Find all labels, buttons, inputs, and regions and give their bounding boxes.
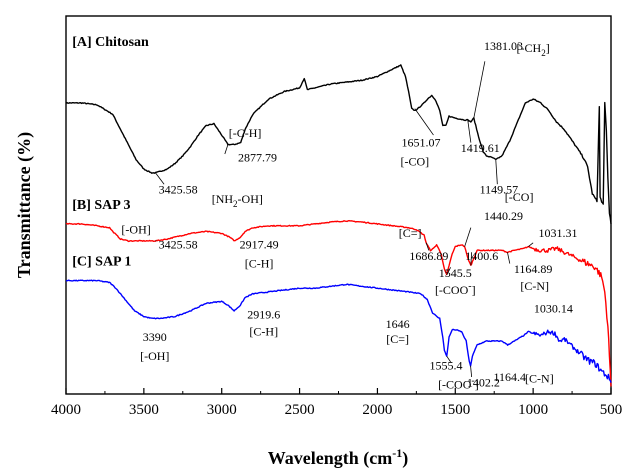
peak-annotation: 3425.58 bbox=[159, 183, 198, 197]
leader-line bbox=[470, 252, 473, 266]
x-tick-label: 500 bbox=[600, 402, 623, 418]
peak-annotations: 3425.58 [NH2-OH] 2877.79 [-C-H] 1651.07 [-CO]… bbox=[121, 39, 577, 391]
peak-annotation: [C-H] bbox=[245, 256, 274, 270]
x-axis-ticks: 4000 3500 3000 2500 2000 1500 1000 500 bbox=[51, 388, 622, 418]
series-layer bbox=[65, 64, 612, 387]
peak-annotation: [-OH] bbox=[121, 222, 150, 236]
peak-annotation: 2877.79 bbox=[238, 151, 277, 165]
x-tick-label: 3500 bbox=[129, 402, 159, 418]
peak-annotation: [-COO-] bbox=[438, 375, 479, 391]
peak-annotation: 1686.89 bbox=[409, 249, 448, 263]
peak-annotation: 1164.89 bbox=[514, 262, 553, 276]
x-tick-label: 1000 bbox=[518, 402, 548, 418]
peak-annotation: 2917.49 bbox=[240, 237, 279, 251]
peak-annotation: 1646 bbox=[386, 317, 410, 331]
series-line-b-sap-3 bbox=[65, 219, 612, 387]
peak-annotation: [-CO] bbox=[400, 154, 429, 168]
peak-annotation: [-CO] bbox=[505, 190, 534, 204]
peak-annotation: 1651.07 bbox=[402, 135, 441, 149]
peak-annotation: [-OH] bbox=[140, 349, 169, 363]
leader-line bbox=[473, 61, 486, 119]
leader-line bbox=[507, 252, 511, 264]
series-line-c-sap-1 bbox=[65, 279, 612, 383]
x-tick-label: 2500 bbox=[285, 402, 315, 418]
series-line-a-chitosan bbox=[65, 64, 612, 224]
panel-labels: [A] Chitosan [B] SAP 3 [C] SAP 1 bbox=[72, 35, 149, 269]
leader-line bbox=[425, 242, 430, 251]
peak-annotation: [C=] bbox=[399, 226, 422, 240]
peak-annotation: [C-N] bbox=[525, 372, 554, 386]
x-axis-title-superscript: -1 bbox=[392, 446, 402, 460]
leader-line bbox=[470, 365, 473, 378]
leader-line bbox=[467, 119, 472, 143]
peak-annotation: 1545.5 bbox=[439, 266, 472, 280]
peak-annotation: 1400.6 bbox=[465, 249, 498, 263]
peak-annotation: 1381.03 bbox=[484, 39, 523, 53]
peak-annotation: [-C-H] bbox=[229, 126, 262, 140]
peak-annotation: 1402.2 bbox=[467, 375, 500, 389]
panel-label: [B] SAP 3 bbox=[72, 198, 130, 213]
x-tick-label: 1500 bbox=[440, 402, 470, 418]
leader-line bbox=[155, 172, 165, 185]
peak-annotation: 3390 bbox=[143, 330, 167, 344]
peak-annotation: 2919.6 bbox=[247, 307, 280, 321]
leader-line bbox=[464, 227, 472, 247]
panel-label: [A] Chitosan bbox=[72, 35, 149, 50]
x-axis-title: Wavelength (cm-1) bbox=[268, 446, 408, 469]
y-axis-title: Transmittance (%) bbox=[14, 132, 35, 278]
x-axis-title-close: ) bbox=[402, 448, 408, 469]
peak-annotation: [-COO-] bbox=[435, 281, 476, 297]
peak-annotation: 1031.31 bbox=[539, 226, 578, 240]
x-tick-label: 3000 bbox=[207, 402, 237, 418]
leader-line bbox=[224, 144, 229, 155]
x-tick-label: 2000 bbox=[362, 402, 392, 418]
peak-annotation: 1164.4 bbox=[494, 370, 527, 384]
leader-line bbox=[446, 267, 451, 276]
leader-line bbox=[414, 108, 434, 136]
peak-annotation: 3425.58 bbox=[159, 237, 198, 251]
peak-annotation: 1149.57 bbox=[480, 183, 519, 197]
peak-annotation: 1555.4 bbox=[429, 358, 462, 372]
leader-line bbox=[495, 159, 498, 185]
peak-annotation: [C-N] bbox=[520, 279, 549, 293]
leader-line bbox=[528, 242, 534, 247]
panel-label: [C] SAP 1 bbox=[72, 254, 131, 269]
peak-annotation: 1440.29 bbox=[484, 209, 523, 223]
peak-annotation: [NH2-OH] bbox=[212, 192, 263, 209]
peak-annotation: 1419.61 bbox=[461, 141, 500, 155]
peak-annotation: 1030.14 bbox=[534, 302, 573, 316]
peak-annotation: [C=] bbox=[386, 332, 409, 346]
annotation-leader-lines bbox=[155, 61, 534, 378]
x-tick-label: 4000 bbox=[51, 402, 81, 418]
leader-line bbox=[446, 355, 451, 363]
peak-annotation: [C-H] bbox=[249, 324, 278, 338]
peak-annotation: [-CH2] bbox=[517, 41, 550, 58]
